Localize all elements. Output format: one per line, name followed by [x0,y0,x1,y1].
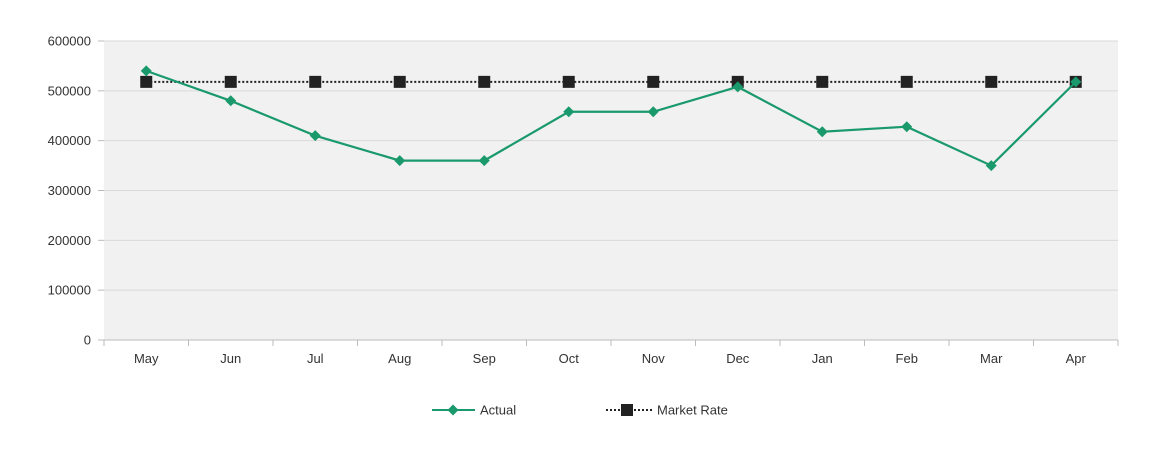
x-tick-label: May [134,351,159,366]
data-point [140,75,153,88]
axes [98,40,1119,346]
series-line [145,69,1077,167]
legend-label: Market Rate [657,403,728,418]
data-point [647,106,659,118]
x-tick-label: Oct [559,351,580,366]
data-point [309,130,321,142]
series-actual [140,65,1082,172]
data-point [393,75,406,88]
data-point [562,75,575,88]
legend-label: Actual [480,403,516,418]
data-point [140,65,152,77]
x-tick-label: Apr [1066,351,1087,366]
x-tick-label: Nov [642,351,666,366]
y-axis-tick-labels: 0 100000 200000 300000 400000 500000 600000 [48,34,91,348]
x-tick-label: Feb [896,351,918,366]
data-point [816,75,829,88]
gridlines [104,40,1118,291]
data-point [224,75,237,88]
legend-marker [447,404,459,416]
y-tick-label: 500000 [48,83,91,98]
legend-item-actual: Actual [432,403,516,418]
data-point [394,155,406,167]
data-series [140,65,1082,172]
legend-item-market-rate: Market Rate [606,403,728,418]
y-tick-label: 400000 [48,133,91,148]
data-point [1070,76,1082,88]
y-tick-label: 100000 [48,283,91,298]
series-market-rate [140,75,1082,88]
x-tick-label: Dec [726,351,750,366]
legend-marker [621,404,633,416]
x-tick-label: Sep [473,351,496,366]
data-point [478,75,491,88]
y-tick-label: 200000 [48,233,91,248]
x-tick-label: Mar [980,351,1003,366]
y-tick-label: 600000 [48,34,91,49]
y-tick-label: 300000 [48,183,91,198]
data-point [647,75,660,88]
x-axis-tick-labels: May Jun Jul Aug Sep Oct Nov Dec Jan Feb Mar Apr [134,351,1087,366]
x-tick-label: Jan [812,351,833,366]
data-point [225,95,237,107]
data-point [563,106,575,118]
legend: Actual Market Rate [432,403,728,418]
data-point [732,81,744,93]
data-point [309,75,322,88]
data-point [985,75,998,88]
data-point [900,75,913,88]
data-point [901,121,913,133]
data-point [816,126,828,138]
x-tick-label: Aug [388,351,411,366]
x-tick-label: Jun [220,351,241,366]
x-tick-label: Jul [307,351,324,366]
data-point [478,155,490,167]
data-point [985,160,997,172]
y-tick-label: 0 [84,333,91,348]
